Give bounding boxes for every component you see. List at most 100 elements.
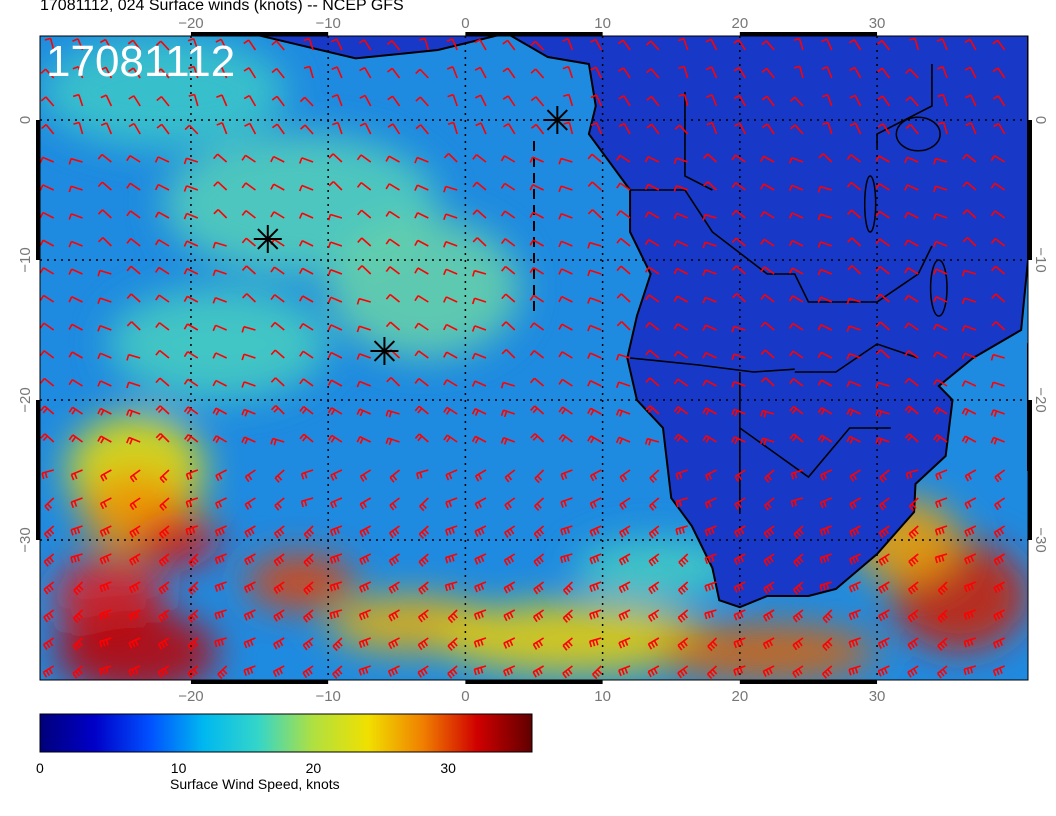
wind-barb: [705, 38, 718, 51]
wind-barb: [128, 665, 141, 677]
wind-barb: [187, 637, 199, 651]
colorbar: [39, 713, 533, 753]
wind-barb: [846, 209, 862, 219]
wind-barb: [503, 581, 516, 594]
wind-barb: [270, 377, 285, 387]
wind-barb: [271, 40, 285, 51]
wind-barb: [534, 497, 545, 512]
wind-barb: [100, 469, 112, 482]
wind-barb: [185, 525, 199, 536]
axis-labels: −20 −20 −10 −10 0 0 10 10 20 20 30 30 0 0 −10 −10 −20 −20…: [17, 15, 1049, 705]
wind-barb: [587, 435, 602, 444]
lat-tick-label-left: 0: [17, 116, 34, 124]
colorbar-tick-label: 30: [440, 760, 456, 776]
wind-barb: [932, 240, 948, 248]
wind-barb: [530, 433, 545, 443]
wind-barb: [414, 322, 429, 331]
wind-barb: [532, 609, 545, 623]
wind-barb: [128, 95, 141, 107]
wind-barb: [244, 497, 256, 510]
wind-barb: [674, 124, 689, 135]
wind-barb: [359, 122, 372, 135]
wind-barb: [155, 405, 170, 415]
wind-barb: [993, 609, 1006, 622]
wind-barb: [846, 380, 861, 388]
wind-barb: [127, 39, 141, 51]
wind-barb: [731, 209, 746, 219]
wind-barb: [994, 469, 1006, 483]
lon-tick-label-bottom: −10: [315, 688, 340, 705]
lat-tick-label-right: −20: [1032, 387, 1049, 412]
wind-barb: [159, 497, 170, 511]
wind-barb: [40, 239, 55, 247]
wind-barb: [761, 67, 775, 79]
wind-barb: [875, 409, 890, 418]
wind-barb: [703, 181, 718, 191]
wind-barb: [331, 94, 343, 107]
wind-barb: [419, 37, 430, 51]
wind-barb: [673, 406, 689, 415]
asterisk-marker: [253, 225, 282, 253]
wind-barb: [675, 497, 688, 508]
wind-barb: [907, 637, 919, 651]
wind-barb: [529, 211, 544, 219]
wind-barb: [645, 40, 660, 51]
wind-barb: [649, 469, 660, 484]
wind-barb: [212, 241, 227, 249]
wind-barb: [303, 65, 314, 79]
wind-barb: [501, 265, 516, 275]
wind-barb: [558, 240, 573, 248]
wind-barb: [183, 157, 199, 165]
wind-barb: [908, 525, 919, 539]
wind-barb: [274, 497, 285, 511]
wind-barb: [328, 180, 343, 191]
wind-barb: [273, 553, 285, 567]
wind-barb: [760, 238, 775, 247]
wind-barb: [704, 525, 717, 537]
asterisk-marker: [543, 106, 572, 134]
wind-barb: [44, 525, 55, 539]
wind-barb: [187, 37, 199, 51]
wind-barb: [933, 185, 948, 193]
wind-barb: [704, 553, 717, 565]
wind-barb: [213, 153, 228, 163]
wind-barb: [673, 350, 689, 359]
wind-barb: [243, 665, 256, 677]
wind-barb: [849, 497, 861, 510]
wind-barb: [734, 525, 746, 538]
wind-barb: [270, 321, 285, 331]
wind-barb: [763, 581, 775, 594]
wind-barb: [302, 609, 314, 623]
wind-barb: [388, 581, 400, 594]
wind-barb: [359, 553, 372, 566]
wind-barb: [788, 267, 804, 275]
wind-barb: [793, 37, 804, 51]
wind-barb: [159, 525, 170, 539]
wind-barb: [560, 553, 573, 564]
wind-barb: [820, 469, 833, 481]
wind-barb: [647, 665, 660, 678]
wind-barb: [587, 407, 602, 416]
wind-barb: [158, 637, 170, 650]
wind-barb: [40, 156, 55, 164]
wind-barb: [644, 211, 660, 219]
wind-barb: [154, 266, 170, 275]
wind-barb: [241, 325, 256, 333]
wind-barb: [443, 240, 458, 248]
wind-barb: [819, 497, 833, 509]
wind-barb: [763, 609, 775, 622]
wind-barb: [500, 381, 516, 389]
wind-barb: [933, 406, 948, 415]
wind-barb: [616, 237, 631, 247]
wind-barb: [587, 241, 602, 249]
wind-barb: [733, 609, 746, 621]
wind-barb: [732, 292, 746, 303]
wind-barb: [875, 155, 890, 163]
wind-barb: [590, 94, 602, 107]
wind-barb: [992, 95, 1006, 107]
wind-barb: [964, 38, 977, 51]
wind-barb: [562, 38, 574, 51]
asterisk-marker: [370, 337, 399, 365]
wind-barb: [847, 264, 862, 275]
wind-barb: [877, 637, 890, 650]
